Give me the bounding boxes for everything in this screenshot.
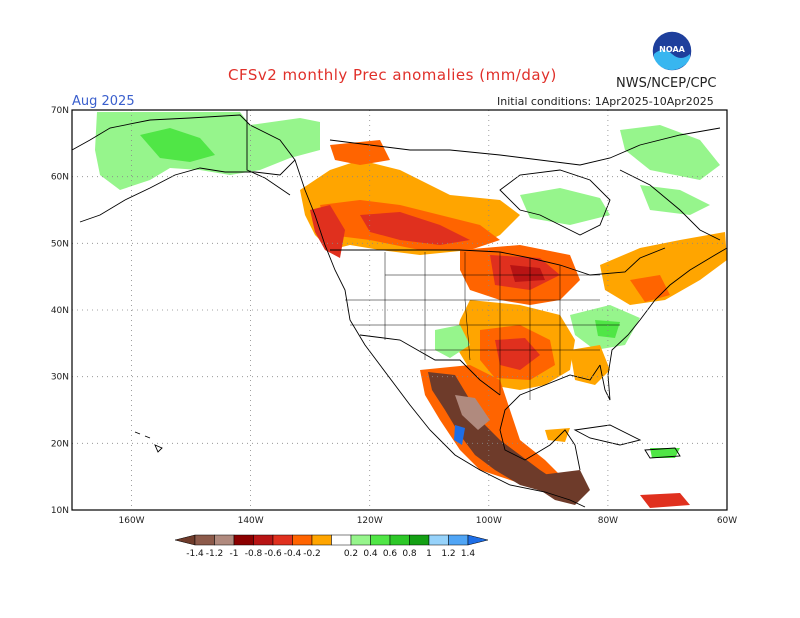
lon-label-100w: 100W: [476, 516, 502, 526]
colorbar-labels: -1.4 -1.2 -1 -0.8 -0.6 -0.4 -0.2 0.2 0.4 0.6 0.8 1 1…: [186, 549, 475, 559]
anomaly-wet-midatlantic-strong: [595, 320, 620, 338]
anomaly-wet-alaska-strong: [140, 128, 215, 162]
lat-label-60n: 60N: [51, 173, 69, 183]
anomaly-wet-labrador: [640, 185, 710, 215]
colorbar-box: [272, 534, 293, 546]
colorbar-box: [389, 534, 410, 546]
noaa-logo: NOAA: [651, 30, 693, 72]
anomaly-dry-bc-coast: [310, 205, 345, 258]
colorbar-box: [331, 534, 352, 546]
anomaly-dry-nw-strip: [330, 140, 390, 165]
latitude-labels: 70N 60N 50N 40N 30N 20N 10N: [51, 106, 69, 516]
colorbar-label: 0.4: [363, 549, 378, 559]
lat-label-70n: 70N: [51, 106, 69, 116]
coast-pacific: [294, 159, 586, 508]
lat-label-50n: 50N: [51, 239, 69, 249]
lon-label-80w: 80W: [598, 516, 618, 526]
anomaly-dry-mexico-mid: [455, 395, 490, 430]
colorbar-box: [311, 534, 332, 546]
colorbar-box: [370, 534, 391, 546]
colorbar-over-triangle: [467, 534, 489, 546]
lat-label-30n: 30N: [51, 373, 69, 383]
coast-atlantic: [599, 247, 727, 401]
colorbar-box: [428, 534, 449, 546]
anomaly-wet-quebec: [620, 125, 720, 180]
anomaly-dry-texas-strong: [495, 338, 540, 370]
logo-text: NOAA: [659, 45, 685, 54]
anomaly-field: [95, 112, 727, 508]
coast-gulf: [499, 364, 601, 471]
anomaly-dry-midwest-core: [510, 265, 545, 282]
hawaii-islands: [134, 431, 163, 453]
border-us-mexico: [359, 334, 501, 396]
colorbar-label: -0.4: [284, 549, 302, 559]
anomaly-dry-caribbean: [640, 493, 690, 508]
colorbar-label: -0.2: [303, 549, 321, 559]
colorbar-boxes: [174, 534, 489, 546]
lat-label-10n: 10N: [51, 506, 69, 516]
colorbar-box: [194, 534, 215, 546]
colorbar-box: [350, 534, 371, 546]
colorbar-label: -1: [230, 549, 239, 559]
anomaly-dry-canada-strong: [360, 212, 470, 245]
colorbar-box: [214, 534, 235, 546]
agency-label: NWS/NCEP/CPC: [616, 76, 717, 91]
anomaly-dry-southeast: [570, 345, 610, 385]
colorbar-label: 0.2: [344, 549, 358, 559]
colorbar-label: 0.6: [383, 549, 398, 559]
chart-title: CFSv2 monthly Prec anomalies (mm/day): [228, 66, 557, 84]
anomaly-wet-mexico-spot: [454, 425, 465, 445]
colorbar-box: [448, 534, 469, 546]
lon-label-160w: 160W: [119, 516, 145, 526]
anomaly-very-dry-centralamerica: [540, 470, 590, 505]
longitude-labels: 160W 140W 120W 100W 80W 60W: [119, 516, 738, 526]
graticule: [72, 110, 727, 510]
lat-label-40n: 40N: [51, 306, 69, 316]
coast-hudson: [499, 169, 611, 236]
colorbar-label: -0.6: [264, 549, 282, 559]
initial-conditions: Initial conditions: 1Apr2025-10Apr2025: [497, 95, 714, 108]
anomaly-dry-northeast: [600, 232, 727, 305]
colorbar-box: [292, 534, 313, 546]
coast-cuba: [573, 424, 642, 446]
colorbar-label: 1: [426, 549, 432, 559]
anomaly-wet-caribbean: [650, 448, 680, 458]
colorbar-under-triangle: [174, 534, 196, 546]
coast-hispaniola: [644, 447, 681, 459]
colorbar-label: 0.8: [402, 549, 417, 559]
state-boundaries: [345, 252, 620, 400]
lon-label-140w: 140W: [238, 516, 264, 526]
colorbar-label: -1.4: [186, 549, 204, 559]
colorbar-label: -0.8: [245, 549, 263, 559]
map-frame: [71, 109, 728, 511]
lon-label-60w: 60W: [717, 516, 737, 526]
colorbar-box: [253, 534, 274, 546]
border-alaska-canada: [246, 110, 291, 196]
colorbar-box: [409, 534, 430, 546]
coast-alaska: [72, 114, 296, 223]
coast-labrador: [619, 169, 721, 241]
colorbar-label: 1.2: [441, 549, 455, 559]
colorbar-label: 1.4: [461, 549, 476, 559]
coast-arctic: [329, 127, 721, 166]
lat-label-20n: 20N: [51, 439, 69, 449]
colorbar-box: [233, 534, 254, 546]
target-month: Aug 2025: [72, 94, 135, 109]
lon-label-120w: 120W: [357, 516, 383, 526]
colorbar-label: -1.2: [206, 549, 224, 559]
